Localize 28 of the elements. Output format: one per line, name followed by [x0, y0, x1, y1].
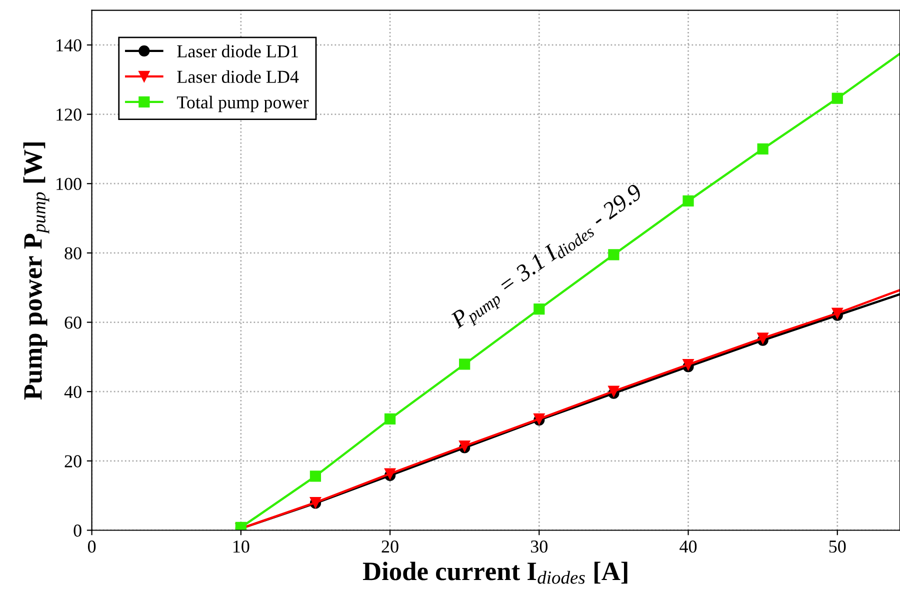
- point: [608, 249, 620, 260]
- point: [310, 470, 322, 482]
- point: [534, 304, 545, 315]
- x-tick-label: 0: [88, 540, 96, 553]
- point: [682, 195, 694, 207]
- x-tick-label: 20: [382, 540, 398, 553]
- legend-label: Laser diode LD4: [177, 70, 299, 83]
- point: [384, 413, 396, 425]
- point: [459, 358, 470, 370]
- x-tick-label: 40: [680, 540, 697, 553]
- legend-label: Total pump power: [176, 96, 309, 112]
- y-axis-title: Pump power P$_{pump}$ [W]: [23, 142, 50, 400]
- x-tick-label: 50: [829, 540, 846, 553]
- x-axis-title: Diode current I$_{diodes}$ [A]: [362, 562, 628, 584]
- y-tick-label: 20: [64, 455, 82, 468]
- y-tick-label: 40: [64, 386, 82, 398]
- point: [757, 143, 768, 155]
- y-tick-label: 100: [56, 178, 82, 190]
- x-tick-label: 30: [530, 540, 548, 553]
- y-tick-label: 120: [56, 108, 82, 121]
- y-tick-label: 80: [64, 247, 82, 260]
- legend-label: Laser diode LD1: [177, 44, 298, 58]
- y-tick-label: 0: [74, 524, 82, 537]
- point: [832, 92, 843, 104]
- y-tick-label: 60: [64, 316, 82, 329]
- x-tick-label: 10: [233, 540, 250, 553]
- y-tick-label: 140: [56, 39, 82, 52]
- annotation: P$_{pump}$ = 3.1 I$_{diodes}$ - 29.9: [449, 183, 648, 334]
